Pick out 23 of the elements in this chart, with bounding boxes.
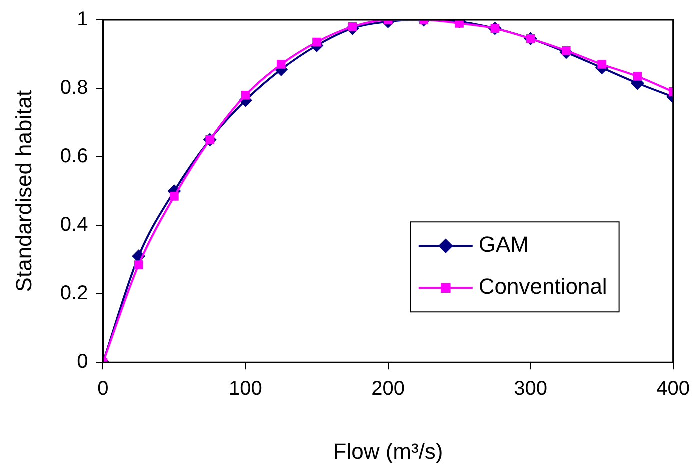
x-tick-label: 400	[656, 378, 690, 400]
point	[134, 260, 144, 270]
point	[633, 72, 642, 81]
y-tick-label: 1	[77, 8, 88, 31]
y-tick-label: 0	[77, 351, 88, 374]
point	[312, 38, 322, 47]
point	[241, 90, 250, 100]
x-axis-title: Flow (m³/s)	[333, 438, 444, 464]
x-tick-label: 0	[98, 378, 109, 400]
legend-label: Conventional	[478, 274, 608, 300]
y-axis-title: Standardised habitat	[11, 90, 36, 292]
y-tick-label: 0.8	[60, 77, 88, 100]
x-tick-label: 200	[372, 378, 405, 400]
point	[598, 60, 606, 69]
x-tick-label: 100	[229, 378, 262, 400]
y-tick-label: 0.4	[60, 214, 88, 236]
point	[455, 20, 464, 28]
point	[170, 192, 179, 201]
point	[276, 60, 286, 69]
y-tick-label: 0.2	[60, 282, 88, 305]
y-tick-label: 0.6	[60, 146, 88, 168]
legend-label: GAM	[478, 232, 530, 258]
x-tick-label: 300	[514, 378, 548, 400]
